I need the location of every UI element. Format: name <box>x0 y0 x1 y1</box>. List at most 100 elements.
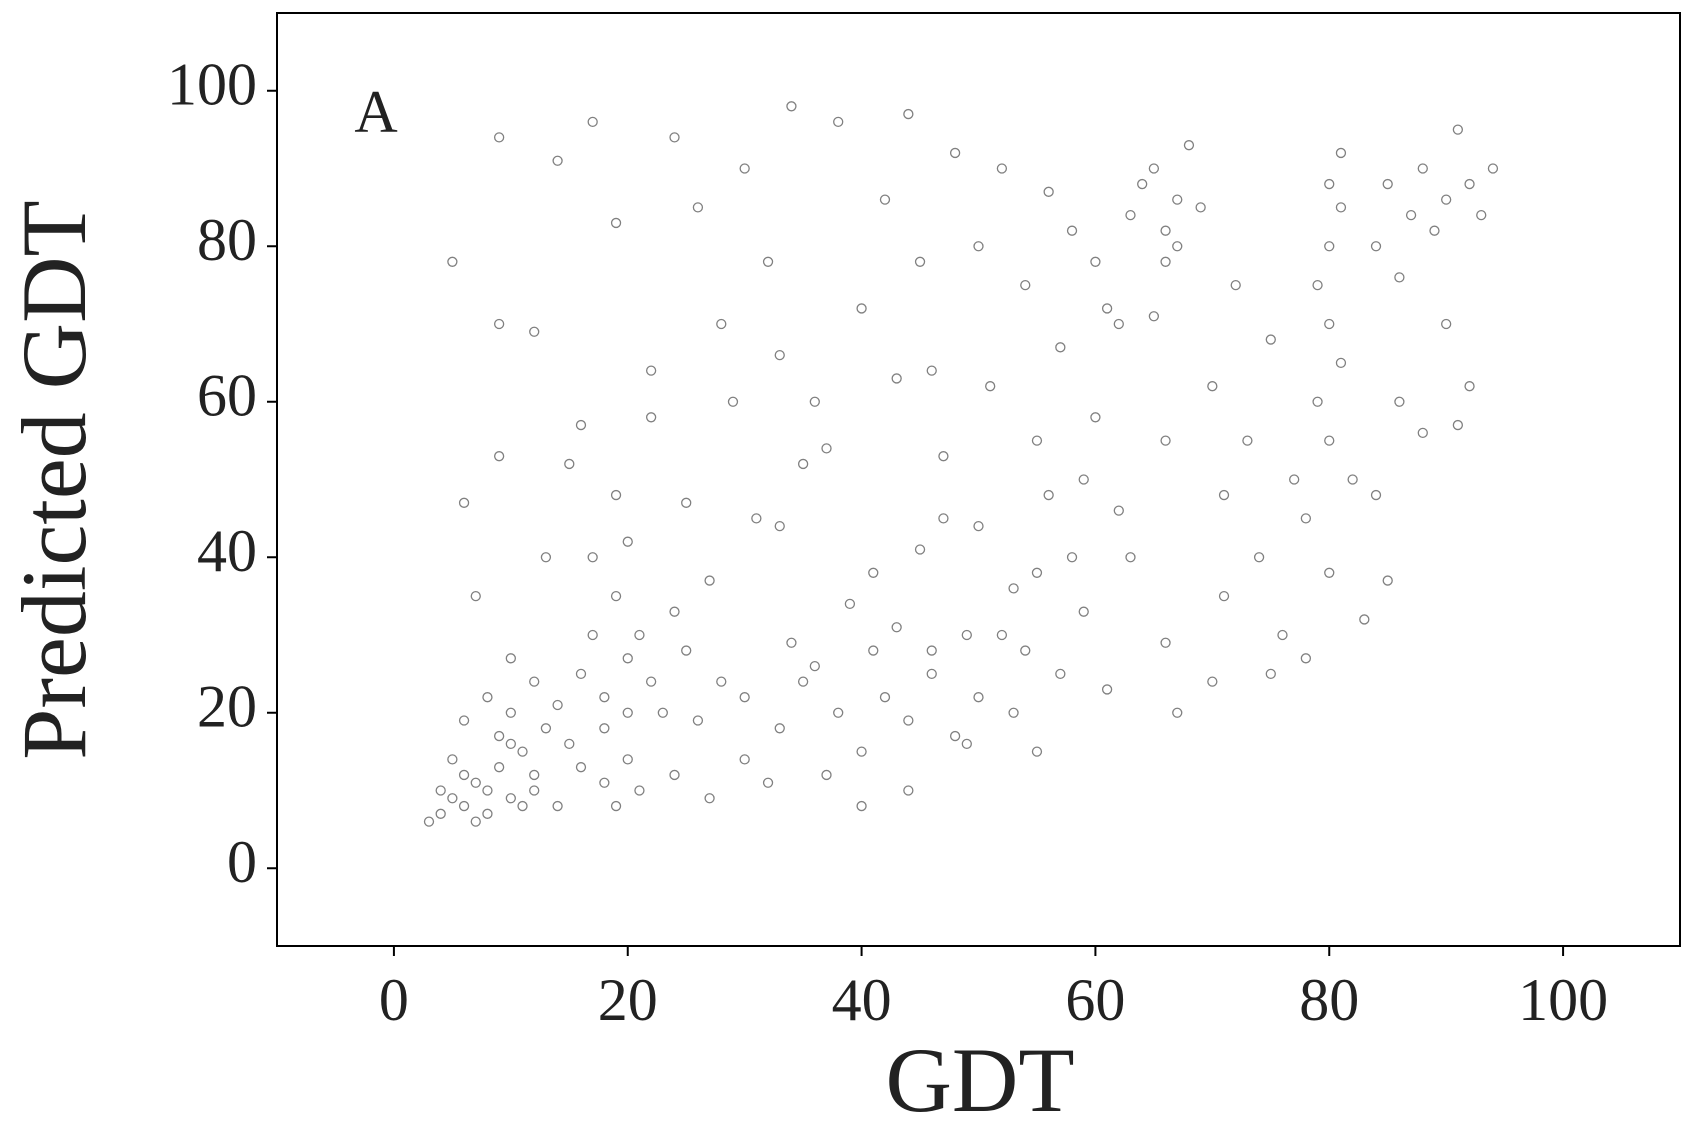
point <box>1253 552 1265 563</box>
point <box>797 676 809 687</box>
point <box>1347 474 1358 485</box>
y-tick-label: 100 <box>167 52 257 118</box>
point <box>1394 396 1405 407</box>
plot-frame <box>276 12 1681 947</box>
point <box>1452 419 1464 431</box>
point <box>704 793 715 804</box>
point <box>493 762 505 773</box>
point <box>645 676 657 687</box>
point <box>821 769 832 781</box>
x-tick-label: 100 <box>1518 967 1608 1033</box>
point <box>961 629 972 641</box>
point <box>1487 163 1499 174</box>
point <box>587 116 598 127</box>
x-tick-label: 80 <box>1299 967 1359 1033</box>
point <box>505 793 516 804</box>
point <box>1452 124 1464 135</box>
point <box>809 660 820 672</box>
point <box>447 793 458 804</box>
point <box>447 754 458 765</box>
point <box>423 816 435 827</box>
point <box>739 754 750 765</box>
point <box>1137 178 1148 190</box>
point <box>1172 707 1183 718</box>
point <box>1043 489 1054 501</box>
point <box>1242 435 1253 446</box>
point <box>470 816 481 827</box>
point <box>1043 186 1054 197</box>
point <box>1335 202 1347 213</box>
panel-annotation: A <box>354 79 397 145</box>
point <box>1300 513 1312 524</box>
point <box>482 785 493 796</box>
point <box>1090 256 1101 267</box>
point <box>599 723 610 734</box>
point <box>1160 225 1171 236</box>
point <box>1113 318 1124 330</box>
point <box>844 598 856 610</box>
point <box>610 800 622 812</box>
point <box>856 800 867 812</box>
point <box>1370 489 1382 501</box>
point <box>996 163 1008 174</box>
point <box>903 108 914 120</box>
point <box>529 676 540 687</box>
point <box>1265 668 1276 680</box>
point <box>540 552 552 563</box>
point <box>1312 396 1323 407</box>
point <box>493 132 505 143</box>
point <box>645 412 657 423</box>
point <box>1335 147 1347 159</box>
point <box>1359 614 1370 625</box>
point <box>868 567 879 578</box>
point <box>1078 606 1089 617</box>
point <box>517 800 528 812</box>
point <box>1031 567 1043 578</box>
point <box>821 443 832 454</box>
point <box>1195 202 1206 213</box>
point <box>1160 256 1171 267</box>
point <box>622 707 633 718</box>
point <box>575 762 587 773</box>
point <box>435 808 446 819</box>
point <box>552 800 563 812</box>
x-tick-label: 60 <box>1065 967 1125 1033</box>
point <box>879 692 891 703</box>
point <box>575 419 587 431</box>
point <box>891 622 902 633</box>
point <box>622 653 633 664</box>
point <box>903 785 914 796</box>
point <box>552 155 563 166</box>
point <box>458 769 470 781</box>
point <box>856 746 867 757</box>
point <box>1429 225 1440 236</box>
point <box>529 785 540 796</box>
point <box>634 629 645 641</box>
point <box>657 707 668 718</box>
point <box>1265 334 1276 345</box>
point <box>1055 342 1066 353</box>
point <box>1031 746 1043 757</box>
point <box>1101 303 1113 314</box>
point <box>529 769 540 781</box>
point <box>493 730 505 742</box>
point <box>540 723 552 734</box>
point <box>447 256 458 267</box>
point <box>1090 412 1101 423</box>
point <box>435 785 446 796</box>
y-tick-label: 20 <box>197 674 257 740</box>
point <box>797 458 809 470</box>
point <box>1394 272 1405 283</box>
point <box>903 715 914 726</box>
point <box>833 116 844 127</box>
point <box>505 653 516 664</box>
point <box>739 163 750 174</box>
point <box>458 800 470 812</box>
point <box>926 365 937 376</box>
point <box>1020 279 1031 291</box>
point <box>482 808 493 819</box>
point <box>1148 163 1160 174</box>
point <box>1464 178 1475 190</box>
point <box>1324 241 1335 252</box>
